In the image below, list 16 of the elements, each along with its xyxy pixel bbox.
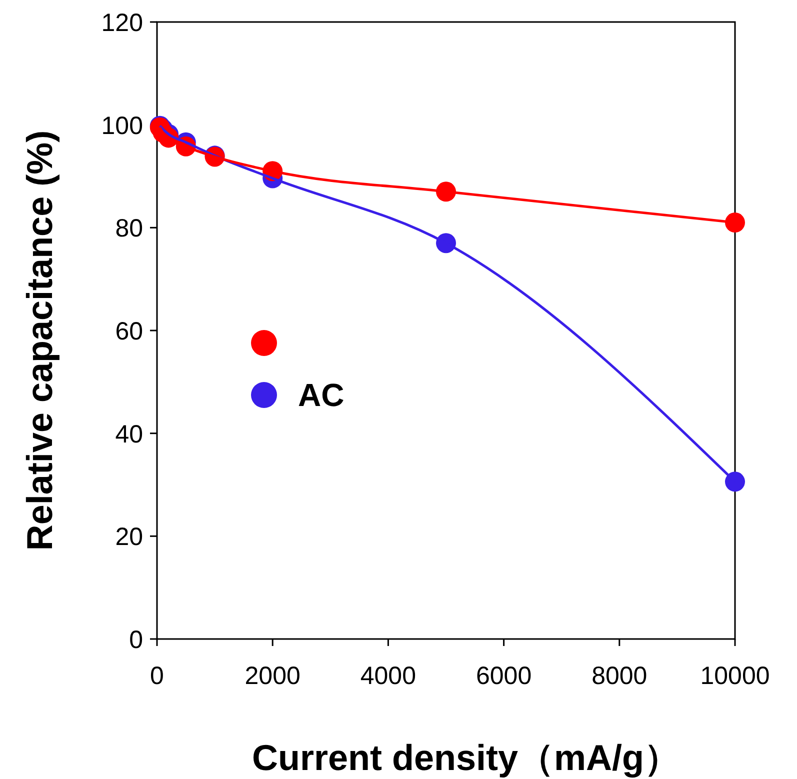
- y-tick-label: 0: [129, 626, 143, 654]
- y-tick-label: 100: [101, 112, 143, 140]
- y-tick-label: 40: [115, 420, 143, 448]
- y-tick-label: 120: [101, 9, 143, 37]
- x-axis-title: Current density（mA/g）: [252, 737, 680, 778]
- y-tick-label: 20: [115, 523, 143, 552]
- x-tick-label: 4000: [360, 662, 416, 690]
- legend-label: AC: [298, 377, 344, 413]
- x-tick-label: 8000: [592, 662, 648, 690]
- x-tick-label: 0: [150, 662, 164, 690]
- y-tick-label: 80: [115, 214, 143, 243]
- x-tick-label: 2000: [244, 662, 300, 690]
- y-tick-label: 60: [115, 318, 143, 346]
- x-tick-label: 10000: [700, 662, 770, 690]
- x-tick-label: 6000: [476, 662, 532, 690]
- y-axis-title: Relative capacitance (%): [19, 130, 60, 551]
